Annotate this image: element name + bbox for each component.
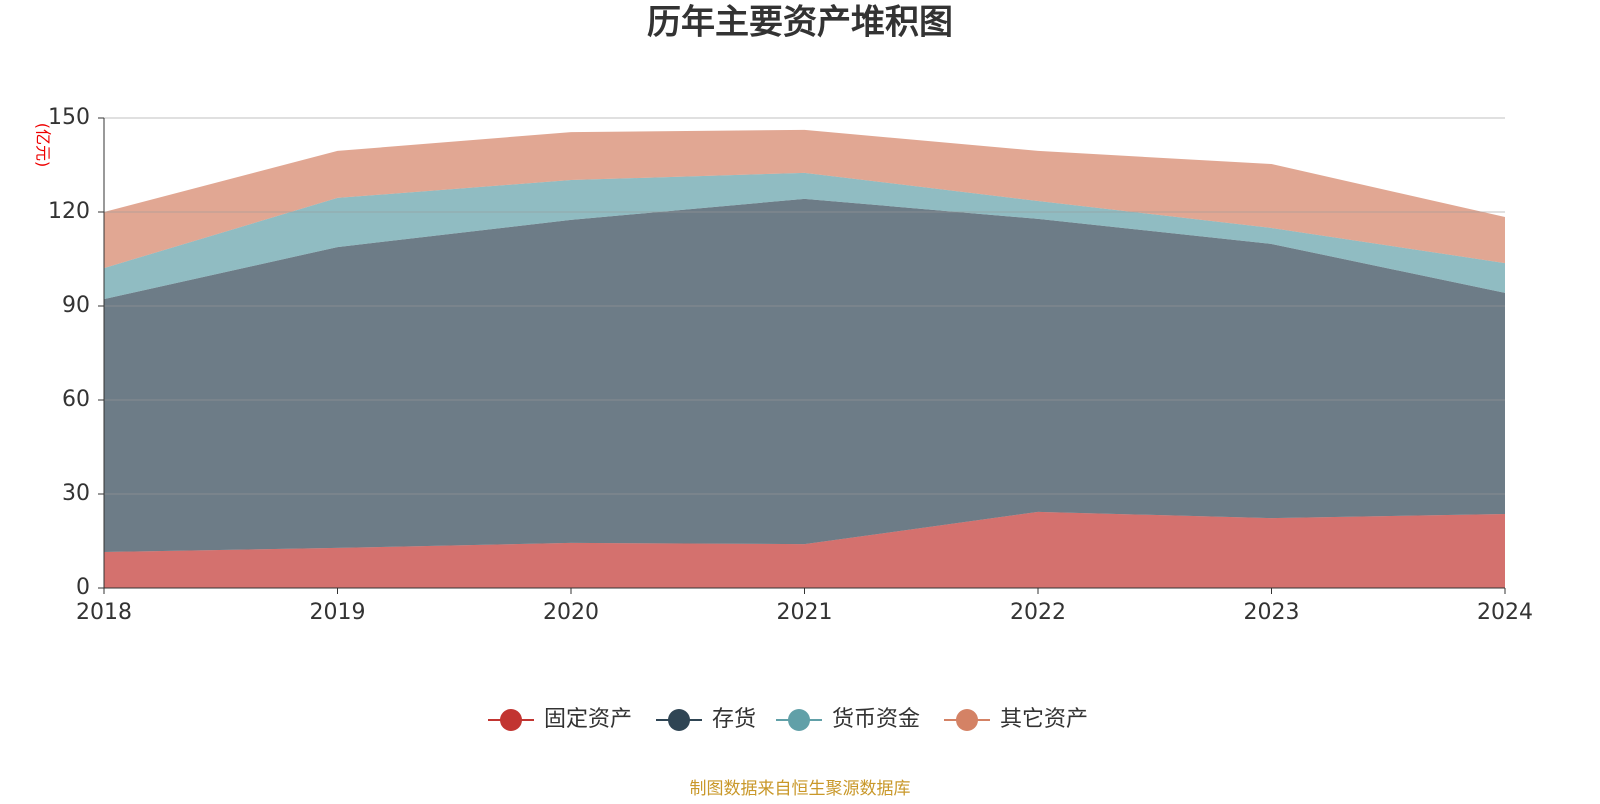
x-tick-label: 2023 xyxy=(1244,600,1300,625)
y-tick-label: 90 xyxy=(62,293,90,318)
area xyxy=(104,198,1505,552)
y-tick-label: 30 xyxy=(62,481,90,506)
y-tick-label: 150 xyxy=(48,105,90,130)
x-tick-label: 2022 xyxy=(1010,600,1066,625)
source-note: 制图数据来自恒生聚源数据库 xyxy=(690,779,911,799)
x-tick-label: 2020 xyxy=(543,600,599,625)
chart-title: 历年主要资产堆积图 xyxy=(647,3,953,43)
x-tick-label: 2019 xyxy=(310,600,366,625)
x-tick-label: 2021 xyxy=(777,600,833,625)
legend-marker xyxy=(668,709,690,731)
x-tick-label: 2024 xyxy=(1477,600,1533,625)
legend-label: 存货 xyxy=(712,707,756,732)
area xyxy=(104,511,1505,588)
y-tick-label: 120 xyxy=(48,199,90,224)
area xyxy=(104,129,1505,269)
area xyxy=(104,172,1505,300)
y-tick-label: 60 xyxy=(62,387,90,412)
legend-label: 货币资金 xyxy=(832,707,920,732)
legend-marker xyxy=(788,709,810,731)
legend-marker xyxy=(500,709,522,731)
y-axis-label: (亿元) xyxy=(34,123,53,168)
x-tick-label: 2018 xyxy=(76,600,132,625)
legend-label: 其它资产 xyxy=(1000,707,1088,732)
legend-marker xyxy=(956,709,978,731)
legend-label: 固定资产 xyxy=(544,707,632,732)
y-tick-label: 0 xyxy=(76,575,90,600)
